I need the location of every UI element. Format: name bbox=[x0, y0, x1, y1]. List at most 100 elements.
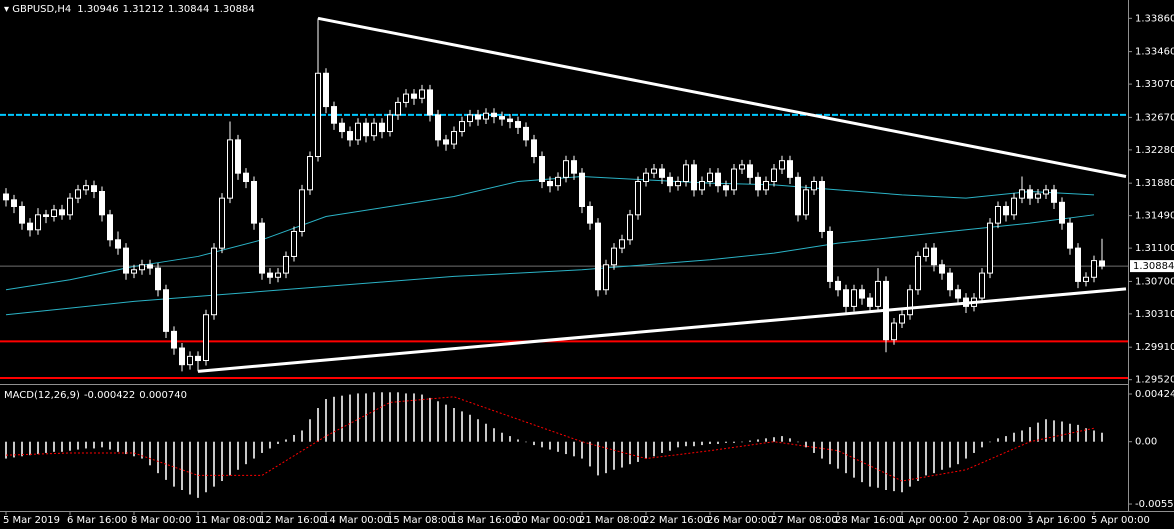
macd-bar bbox=[269, 441, 271, 449]
candle-body bbox=[355, 122, 361, 141]
x-tick-label: 11 Mar 08:00 bbox=[195, 515, 262, 526]
y-tick-label: 1.32280 bbox=[1135, 145, 1174, 156]
candle-body bbox=[171, 330, 177, 349]
y-tick-label: 1.33460 bbox=[1135, 47, 1174, 58]
macd-bar bbox=[493, 428, 495, 442]
candle-body bbox=[1043, 189, 1049, 195]
macd-bar bbox=[301, 430, 303, 442]
macd-bar bbox=[693, 441, 695, 447]
x-tick-label: 8 Mar 00:00 bbox=[131, 515, 191, 526]
macd-bar bbox=[141, 441, 143, 459]
candle-body bbox=[187, 355, 193, 366]
candle-body bbox=[691, 164, 697, 191]
y-tick-label: 1.32670 bbox=[1135, 112, 1174, 123]
candle-body bbox=[387, 114, 393, 133]
candle-body bbox=[3, 193, 9, 201]
macd-bar bbox=[669, 441, 671, 451]
candle-body bbox=[75, 189, 81, 199]
macd-bar bbox=[21, 441, 23, 457]
x-tick-label: 15 Mar 08:00 bbox=[387, 515, 454, 526]
macd-bar bbox=[781, 436, 783, 442]
candle-body bbox=[427, 89, 433, 116]
macd-bar bbox=[293, 434, 295, 442]
candle-body bbox=[1003, 205, 1009, 216]
candle-body bbox=[363, 122, 369, 137]
macd-bar bbox=[677, 441, 679, 448]
candle-body bbox=[515, 121, 521, 128]
macd-bar bbox=[229, 441, 231, 476]
macd-bar bbox=[397, 392, 399, 442]
macd-bar bbox=[717, 441, 719, 444]
candle-body bbox=[771, 168, 777, 183]
trendline bbox=[197, 287, 1127, 373]
candle-body bbox=[243, 172, 249, 183]
macd-bar bbox=[317, 408, 319, 442]
candle-body bbox=[203, 314, 209, 362]
macd-bar bbox=[989, 441, 991, 443]
macd-header: MACD(12,26,9) -0.000422 0.000740 bbox=[4, 390, 187, 401]
symbol: GBPUSD,H4 bbox=[12, 4, 71, 15]
candle-body bbox=[403, 93, 409, 103]
macd-bar bbox=[1005, 436, 1007, 442]
candle-body bbox=[227, 139, 233, 199]
candle-body bbox=[435, 114, 441, 141]
y-tick-label: 1.30700 bbox=[1135, 276, 1174, 287]
x-tick-label: 21 Mar 08:00 bbox=[579, 515, 646, 526]
macd-bar bbox=[61, 441, 63, 452]
macd-bar bbox=[1077, 424, 1079, 442]
macd-bar bbox=[629, 441, 631, 465]
candle-body bbox=[1083, 276, 1089, 282]
macd-bar bbox=[53, 441, 55, 452]
candle-body bbox=[715, 172, 721, 187]
candle-body bbox=[755, 176, 761, 191]
candle-body bbox=[483, 112, 489, 120]
macd-bar bbox=[69, 441, 71, 451]
candle-body bbox=[611, 247, 617, 266]
candle-body bbox=[371, 122, 377, 137]
candle-body bbox=[747, 164, 753, 178]
candle-body bbox=[299, 189, 305, 232]
candle-body bbox=[659, 168, 665, 178]
macd-bar bbox=[1021, 430, 1023, 442]
macd-bar bbox=[325, 399, 327, 442]
candle-body bbox=[291, 230, 297, 257]
candle-body bbox=[467, 114, 473, 123]
macd-bar bbox=[541, 441, 543, 448]
candle-body bbox=[587, 205, 593, 224]
candle-body bbox=[27, 222, 33, 231]
macd-bar bbox=[445, 404, 447, 442]
candle-body bbox=[875, 280, 881, 307]
macd-bar bbox=[341, 395, 343, 442]
macd-bar bbox=[197, 441, 199, 498]
macd-bar bbox=[253, 441, 255, 459]
macd-bar bbox=[765, 438, 767, 442]
macd-bar bbox=[213, 441, 215, 487]
macd-bar bbox=[125, 441, 127, 455]
macd-bar bbox=[637, 441, 639, 462]
x-tick-label: 6 Mar 16:00 bbox=[67, 515, 127, 526]
macd-bar bbox=[741, 441, 743, 443]
candle-body bbox=[459, 121, 465, 133]
macd-bar bbox=[773, 437, 775, 442]
candle-body bbox=[563, 160, 569, 178]
candle-body bbox=[603, 264, 609, 291]
x-tick-label: 20 Mar 00:00 bbox=[515, 515, 582, 526]
macd-bar bbox=[997, 438, 999, 442]
macd-bar bbox=[45, 441, 47, 453]
y-tick-label: 1.29520 bbox=[1135, 375, 1174, 386]
macd-bar bbox=[1029, 427, 1031, 442]
candle-body bbox=[1091, 260, 1097, 278]
macd-y-tick-label: -0.005549 bbox=[1135, 499, 1174, 510]
macd-bar bbox=[5, 441, 7, 459]
high: 1.31212 bbox=[123, 4, 164, 15]
candle-body bbox=[139, 264, 145, 271]
y-tick-label: 1.31880 bbox=[1135, 178, 1174, 189]
macd-bar bbox=[685, 441, 687, 447]
macd-bar bbox=[1045, 419, 1047, 442]
candle-body bbox=[411, 93, 417, 99]
macd-bar bbox=[285, 439, 287, 442]
macd-bar bbox=[589, 441, 591, 467]
macd-bar bbox=[221, 441, 223, 482]
y-tick-label: 1.29910 bbox=[1135, 342, 1174, 353]
candle-body bbox=[1099, 260, 1105, 267]
